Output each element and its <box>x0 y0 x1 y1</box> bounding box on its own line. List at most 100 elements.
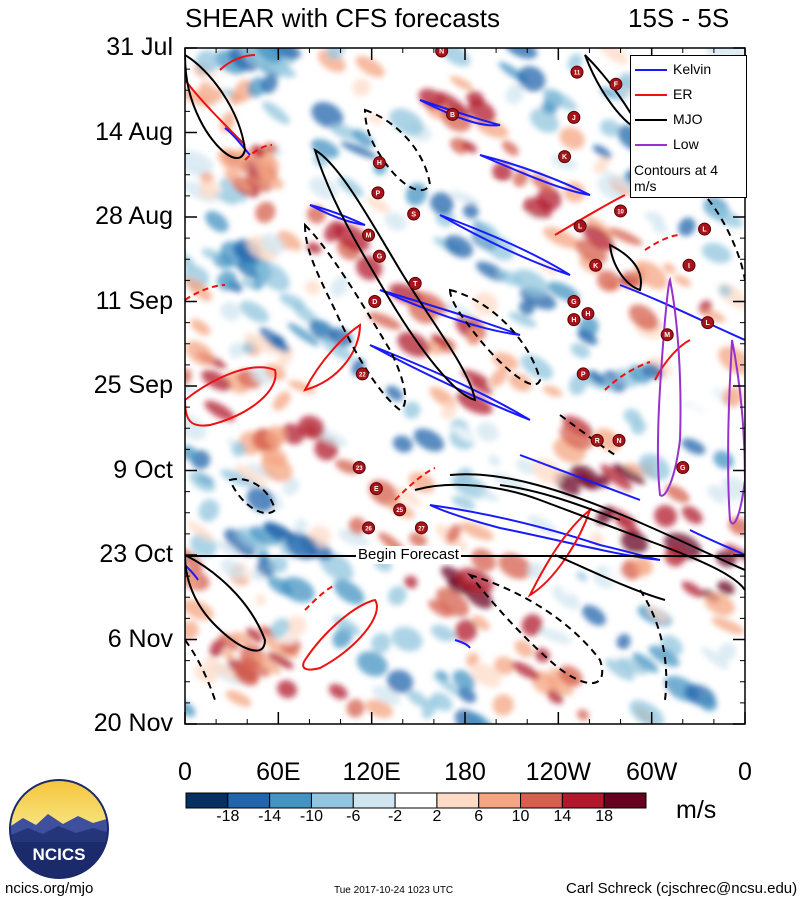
storm-marker-label: S <box>411 211 416 218</box>
shear-cell <box>284 532 318 560</box>
shear-cell <box>243 332 280 355</box>
mjo-contour <box>185 53 247 159</box>
mjo-contour <box>185 639 216 701</box>
storm-marker-symbol <box>682 258 696 272</box>
shear-cell <box>328 683 348 700</box>
legend-item-mjo: MJO <box>635 111 703 127</box>
shear-cell <box>520 354 554 380</box>
shear-cell <box>251 569 264 582</box>
storm-marker-symbol <box>612 433 626 447</box>
storm-marker-symbol <box>372 156 386 170</box>
shear-cell <box>261 454 293 483</box>
shear-cell <box>387 585 407 606</box>
er-contour <box>654 339 691 381</box>
storm-marker-label: K <box>562 154 567 161</box>
shear-cell <box>542 226 580 249</box>
shear-cell <box>428 599 454 618</box>
footer-url[interactable]: ncics.org/mjo <box>5 880 94 897</box>
shear-cell <box>652 221 668 234</box>
er-contour <box>644 234 681 251</box>
shear-cell <box>529 108 559 133</box>
legend-item-er: ER <box>635 86 692 102</box>
logo-text: NCICS <box>33 845 86 864</box>
storm-marker: P <box>371 186 385 200</box>
shear-cell <box>452 425 477 443</box>
shear-cell <box>621 530 648 554</box>
shear-cell <box>204 400 236 422</box>
shear-cell <box>231 442 246 457</box>
shear-cell <box>488 454 501 467</box>
axis-ticks <box>184 47 746 725</box>
shear-cell <box>185 637 200 653</box>
shear-cell <box>701 242 732 264</box>
storm-marker-label: J <box>572 115 576 122</box>
shear-cell <box>224 170 252 193</box>
shear-cell <box>259 170 284 190</box>
shear-cell <box>381 97 397 114</box>
shear-cell <box>185 282 199 300</box>
shear-cell <box>461 369 489 385</box>
storm-marker-symbol <box>414 521 428 535</box>
shear-cell <box>681 438 706 455</box>
storm-marker: T <box>408 276 422 290</box>
legend-item-low: Low <box>635 136 699 152</box>
shear-cell <box>607 227 643 246</box>
shear-cell <box>430 624 456 642</box>
shear-cell <box>291 131 308 154</box>
shear-cell <box>444 288 463 308</box>
legend-label-kelvin: Kelvin <box>673 61 712 77</box>
ncics-logo[interactable]: NCICS <box>8 778 110 880</box>
shear-cell <box>723 48 745 65</box>
legend-label-low: Low <box>673 136 699 152</box>
shear-cell <box>404 575 418 589</box>
shear-cell <box>204 67 231 90</box>
shear-cell <box>596 506 614 526</box>
shear-cell <box>436 91 469 117</box>
shear-cell <box>456 391 493 415</box>
shear-cell <box>231 631 252 646</box>
shear-cell <box>633 557 654 576</box>
low-contour <box>727 339 745 525</box>
y-tick-label: 28 Aug <box>95 202 173 230</box>
shear-cell <box>619 276 632 288</box>
shear-cell <box>185 413 207 441</box>
shear-cell <box>431 334 449 347</box>
storm-marker-label: B <box>450 112 455 119</box>
er-contour <box>302 598 378 671</box>
shear-cell <box>722 498 739 511</box>
colorbar-tick-label: 6 <box>474 808 484 825</box>
kelvin-contour <box>479 154 591 196</box>
storm-marker: K <box>589 258 603 272</box>
shear-cell <box>329 327 353 347</box>
colorbar-swatch <box>352 792 396 809</box>
storm-marker-symbol <box>362 521 376 535</box>
shear-cell <box>654 505 678 528</box>
shear-cell <box>220 469 258 488</box>
shear-cell <box>599 119 621 137</box>
storm-marker: 11 <box>570 65 584 79</box>
shear-cell <box>276 680 298 699</box>
shear-cell <box>446 302 474 319</box>
storm-marker-symbol <box>355 367 369 381</box>
storm-marker-symbol <box>573 219 587 233</box>
storm-marker: D <box>368 295 382 308</box>
shear-cell <box>602 171 636 192</box>
storm-marker: M <box>362 228 376 242</box>
storm-marker: H <box>581 307 595 321</box>
shear-cell <box>356 255 383 280</box>
mjo-contour <box>449 473 745 571</box>
storm-marker-label: L <box>702 227 707 234</box>
colorbar-tick-label: 14 <box>553 808 572 825</box>
shear-cell <box>436 670 449 681</box>
shear-cell <box>575 571 588 582</box>
shear-cell <box>644 211 665 224</box>
footer-author: Carl Schreck (cjschrec@ncsu.edu) <box>566 880 798 897</box>
shear-cell <box>441 400 457 420</box>
shear-cell <box>629 700 665 724</box>
shear-cell <box>454 619 478 643</box>
shear-cell <box>413 428 445 452</box>
y-tick-label: 25 Sep <box>93 371 173 399</box>
shear-cell <box>330 275 349 297</box>
y-tick-label: 9 Oct <box>113 455 173 484</box>
shear-cell <box>449 190 480 206</box>
